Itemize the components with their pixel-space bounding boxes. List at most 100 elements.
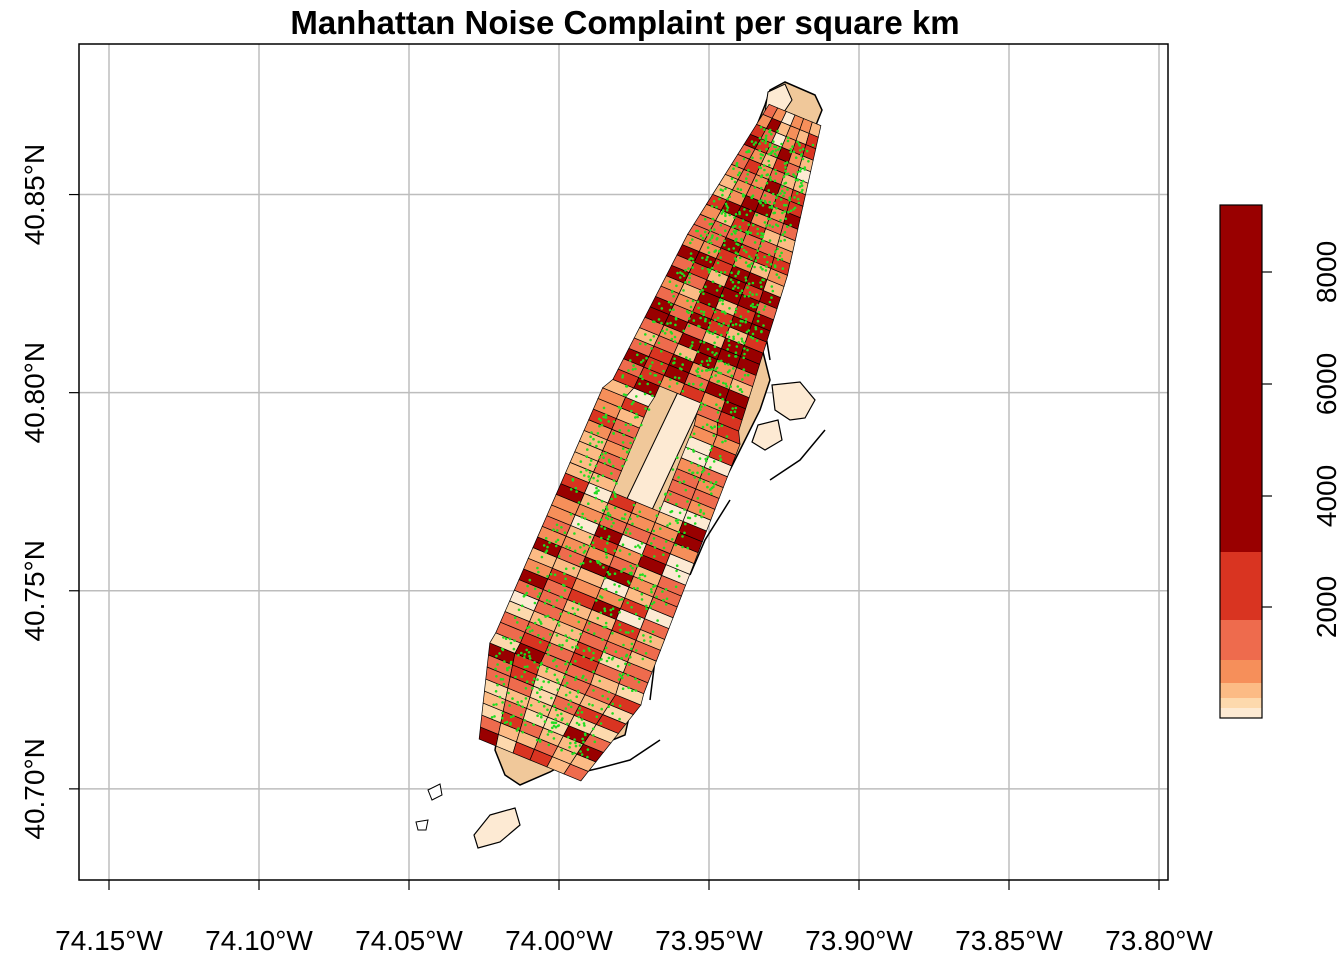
complaint-point bbox=[650, 347, 653, 350]
complaint-point bbox=[602, 406, 606, 410]
complaint-point bbox=[711, 217, 715, 221]
complaint-point bbox=[701, 388, 705, 392]
complaint-point bbox=[777, 276, 781, 279]
complaint-point bbox=[786, 139, 790, 143]
complaint-point bbox=[727, 335, 731, 339]
complaint-point bbox=[563, 589, 567, 592]
complaint-point bbox=[734, 323, 738, 326]
complaint-point bbox=[592, 734, 595, 737]
complaint-point bbox=[657, 318, 661, 321]
complaint-point bbox=[745, 250, 748, 254]
complaint-point bbox=[517, 703, 520, 707]
complaint-point bbox=[578, 707, 581, 710]
complaint-point bbox=[797, 142, 801, 146]
complaint-point bbox=[771, 225, 774, 229]
complaint-point bbox=[722, 322, 725, 325]
complaint-point bbox=[731, 280, 735, 284]
complaint-point bbox=[735, 294, 738, 298]
complaint-point bbox=[724, 212, 727, 215]
complaint-point bbox=[627, 631, 630, 634]
complaint-point bbox=[622, 393, 626, 396]
complaint-point bbox=[652, 537, 656, 540]
complaint-point bbox=[547, 743, 551, 747]
complaint-point bbox=[592, 546, 596, 549]
complaint-point bbox=[738, 210, 741, 214]
complaint-point bbox=[669, 321, 672, 325]
complaint-point bbox=[768, 300, 772, 304]
complaint-point bbox=[554, 708, 558, 712]
complaint-point bbox=[520, 651, 523, 655]
complaint-point bbox=[671, 468, 675, 471]
complaint-point bbox=[675, 569, 678, 573]
complaint-point bbox=[761, 235, 764, 239]
complaint-point bbox=[733, 285, 737, 288]
complaint-point bbox=[700, 310, 703, 313]
complaint-point bbox=[733, 216, 736, 219]
complaint-point bbox=[717, 359, 720, 363]
complaint-point bbox=[673, 357, 676, 361]
complaint-point bbox=[783, 203, 786, 207]
complaint-point bbox=[650, 542, 653, 545]
complaint-point bbox=[621, 687, 625, 690]
complaint-point bbox=[552, 659, 555, 663]
complaint-point bbox=[494, 690, 498, 693]
complaint-point bbox=[528, 630, 532, 633]
complaint-point bbox=[682, 329, 685, 333]
complaint-point bbox=[564, 707, 568, 710]
complaint-point bbox=[630, 402, 634, 406]
complaint-point bbox=[647, 408, 651, 411]
complaint-point bbox=[729, 320, 733, 323]
complaint-point bbox=[735, 345, 739, 348]
complaint-point bbox=[592, 689, 595, 692]
complaint-point bbox=[700, 515, 703, 519]
complaint-point bbox=[504, 637, 508, 640]
complaint-point bbox=[711, 234, 714, 237]
complaint-point bbox=[588, 442, 592, 445]
complaint-point bbox=[751, 156, 754, 160]
complaint-point bbox=[689, 241, 692, 245]
complaint-point bbox=[772, 140, 775, 143]
complaint-point bbox=[811, 143, 815, 147]
complaint-point bbox=[588, 478, 591, 482]
complaint-point bbox=[724, 220, 727, 223]
complaint-point bbox=[786, 225, 789, 228]
complaint-point bbox=[743, 373, 747, 377]
complaint-point bbox=[696, 367, 700, 371]
complaint-point bbox=[686, 299, 689, 303]
complaint-point bbox=[707, 251, 711, 254]
complaint-point bbox=[691, 238, 694, 241]
complaint-point bbox=[670, 303, 673, 306]
complaint-point bbox=[560, 647, 563, 651]
complaint-point bbox=[781, 233, 785, 236]
complaint-point bbox=[720, 212, 724, 215]
complaint-point bbox=[708, 359, 712, 363]
complaint-point bbox=[685, 310, 689, 313]
complaint-point bbox=[723, 362, 727, 366]
complaint-point bbox=[634, 612, 638, 616]
complaint-point bbox=[662, 598, 665, 602]
complaint-point bbox=[523, 656, 526, 659]
complaint-point bbox=[713, 310, 717, 314]
complaint-point bbox=[545, 670, 548, 673]
complaint-point bbox=[736, 385, 740, 388]
complaint-point bbox=[704, 319, 707, 323]
complaint-point bbox=[729, 278, 733, 282]
complaint-point bbox=[735, 164, 739, 168]
complaint-point bbox=[560, 748, 563, 752]
complaint-point bbox=[537, 634, 540, 637]
complaint-point bbox=[640, 360, 643, 364]
complaint-point bbox=[600, 499, 604, 503]
complaint-point bbox=[603, 576, 607, 580]
complaint-point bbox=[639, 573, 642, 577]
complaint-point bbox=[764, 137, 768, 140]
complaint-point bbox=[672, 295, 675, 298]
complaint-point bbox=[658, 506, 662, 510]
complaint-point bbox=[711, 367, 714, 371]
y-axis: 40.70°N 40.75°N 40.80°N 40.85°N bbox=[19, 144, 79, 840]
complaint-point bbox=[737, 341, 740, 344]
complaint-point bbox=[668, 280, 672, 284]
complaint-point bbox=[539, 695, 542, 699]
complaint-point bbox=[736, 252, 739, 256]
complaint-point bbox=[501, 701, 504, 704]
complaint-point bbox=[734, 307, 738, 311]
